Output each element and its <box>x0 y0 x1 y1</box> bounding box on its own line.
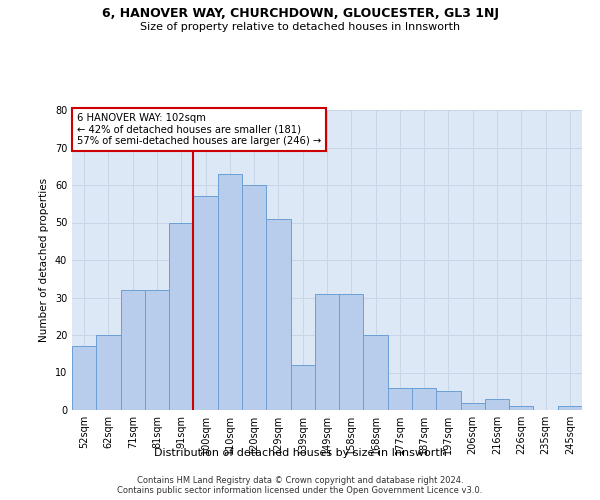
Bar <box>388 388 412 410</box>
Text: Distribution of detached houses by size in Innsworth: Distribution of detached houses by size … <box>154 448 446 458</box>
Bar <box>436 391 461 410</box>
Bar <box>266 219 290 410</box>
Text: 6 HANOVER WAY: 102sqm
← 42% of detached houses are smaller (181)
57% of semi-det: 6 HANOVER WAY: 102sqm ← 42% of detached … <box>77 113 322 146</box>
Bar <box>290 365 315 410</box>
Bar <box>169 222 193 410</box>
Text: Contains HM Land Registry data © Crown copyright and database right 2024.
Contai: Contains HM Land Registry data © Crown c… <box>118 476 482 495</box>
Bar <box>364 335 388 410</box>
Bar <box>461 402 485 410</box>
Bar <box>558 406 582 410</box>
Bar <box>193 196 218 410</box>
Bar <box>509 406 533 410</box>
Bar <box>145 290 169 410</box>
Bar <box>96 335 121 410</box>
Bar <box>412 388 436 410</box>
Bar <box>72 346 96 410</box>
Bar <box>485 399 509 410</box>
Bar <box>315 294 339 410</box>
Bar <box>218 174 242 410</box>
Bar <box>339 294 364 410</box>
Bar <box>121 290 145 410</box>
Y-axis label: Number of detached properties: Number of detached properties <box>39 178 49 342</box>
Bar <box>242 185 266 410</box>
Text: Size of property relative to detached houses in Innsworth: Size of property relative to detached ho… <box>140 22 460 32</box>
Text: 6, HANOVER WAY, CHURCHDOWN, GLOUCESTER, GL3 1NJ: 6, HANOVER WAY, CHURCHDOWN, GLOUCESTER, … <box>101 8 499 20</box>
